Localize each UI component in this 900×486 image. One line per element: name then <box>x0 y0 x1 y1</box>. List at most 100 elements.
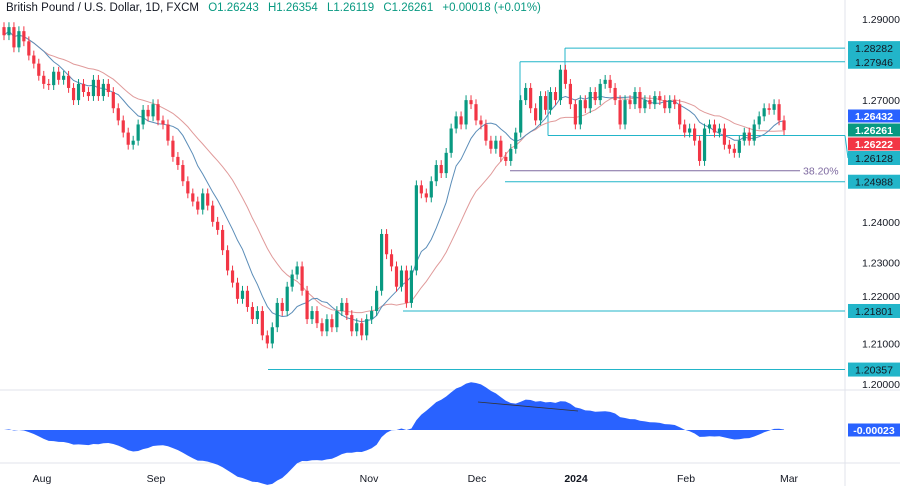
candle-body <box>221 229 225 251</box>
candle-body <box>772 104 776 110</box>
level-price-tag <box>848 362 900 377</box>
candle-body <box>121 120 125 133</box>
candle-body <box>688 128 692 133</box>
candle <box>419 180 423 199</box>
candle-body <box>330 319 334 328</box>
candle-body <box>464 100 468 125</box>
candle <box>668 95 672 114</box>
candle <box>469 95 473 110</box>
candle-body <box>419 185 423 194</box>
candle-body <box>782 120 786 131</box>
candle <box>106 79 110 97</box>
candle <box>141 104 145 130</box>
candle <box>737 135 741 158</box>
candle <box>772 99 776 115</box>
candle-body <box>290 274 294 287</box>
candle <box>558 64 563 105</box>
candle <box>454 111 458 134</box>
candle-body <box>325 319 329 332</box>
candle <box>752 119 756 146</box>
candle <box>300 261 304 296</box>
y-tick-label: 1.24000 <box>862 217 900 229</box>
candle-body <box>444 152 448 174</box>
candle-body <box>683 124 687 133</box>
candle <box>320 318 324 337</box>
candle-body <box>42 75 46 84</box>
candle <box>702 123 707 166</box>
candle-body <box>593 92 597 101</box>
candle <box>131 135 135 150</box>
high-value: H1.26354 <box>267 2 318 14</box>
candle <box>444 147 448 178</box>
candle <box>245 285 250 312</box>
candle-body <box>300 266 304 291</box>
price-tag-label: 1.26432 <box>855 111 893 123</box>
candle-body <box>534 108 538 121</box>
candle <box>464 95 468 130</box>
candle-body <box>370 311 374 320</box>
level-tag-connector <box>844 135 849 159</box>
candle <box>181 160 185 187</box>
candle-body <box>355 323 359 332</box>
candle <box>474 99 478 126</box>
candle <box>230 265 235 288</box>
candle-body <box>37 63 41 76</box>
candle <box>499 135 503 162</box>
candle <box>365 314 369 341</box>
candle-body <box>186 181 190 194</box>
candle-body <box>757 116 761 125</box>
candle-body <box>255 311 259 320</box>
candle <box>285 281 289 316</box>
candle-body <box>742 132 746 141</box>
candle <box>608 74 612 93</box>
candle-body <box>558 69 563 101</box>
level-price-tag <box>848 151 900 165</box>
candle-body <box>375 290 379 312</box>
candle-body <box>201 193 205 210</box>
candle <box>315 306 319 329</box>
candle-body <box>161 120 165 125</box>
divergence-trendline <box>477 401 579 412</box>
candle <box>2 22 6 41</box>
symbol-title[interactable]: British Pound / U.S. Dollar, 1D, FXCM <box>6 2 200 14</box>
candle-body <box>2 27 6 36</box>
candle <box>394 261 399 292</box>
candle <box>524 83 528 105</box>
candle <box>151 99 155 122</box>
candle-body <box>131 140 135 145</box>
candle-body <box>211 205 215 222</box>
candle <box>653 91 657 110</box>
candle-body <box>265 335 269 344</box>
y-tick-label: 1.27000 <box>862 95 900 107</box>
x-tick-label: Mar <box>780 473 799 485</box>
candle <box>27 36 31 61</box>
candle-body <box>588 92 592 109</box>
candle-body <box>32 55 36 64</box>
candle-body <box>548 92 553 110</box>
candle <box>171 135 175 162</box>
candle <box>260 306 264 341</box>
y-tick-label: 1.23000 <box>862 257 900 269</box>
candle <box>379 229 384 296</box>
candle-body <box>434 165 438 182</box>
candle-body <box>389 254 394 267</box>
candle-body <box>240 290 245 299</box>
candle-body <box>285 286 289 312</box>
candle-body <box>643 100 647 109</box>
candle-body <box>578 100 582 125</box>
candle-body <box>484 124 488 141</box>
candle-body <box>146 109 150 117</box>
candle-body <box>315 311 319 324</box>
candle-body <box>668 100 672 109</box>
candle <box>509 143 513 166</box>
level-price-tag <box>848 54 900 69</box>
candle-body <box>17 31 21 48</box>
candle-body <box>96 79 100 97</box>
oscillator-value-tag <box>848 423 900 437</box>
candle-body <box>196 201 200 210</box>
candle-body <box>598 83 602 101</box>
candle <box>255 306 259 325</box>
x-tick-label: Aug <box>33 473 52 485</box>
level-price-label: 1.20357 <box>855 365 893 377</box>
